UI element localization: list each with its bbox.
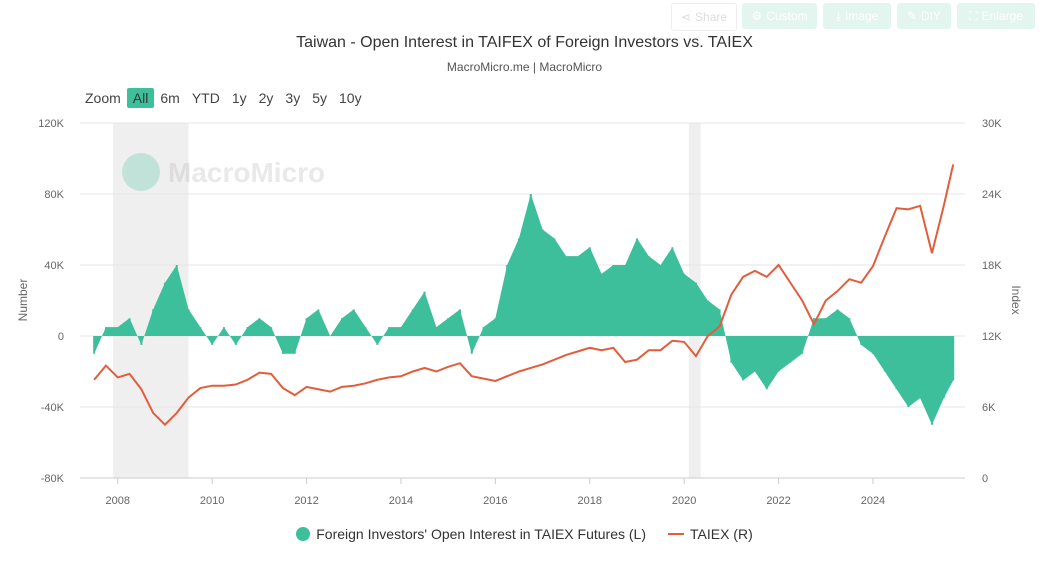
- share-icon: ⋖: [680, 10, 692, 24]
- y-tick-right: 0: [982, 473, 988, 485]
- legend-label: TAIEX (R): [690, 526, 753, 542]
- y-tick-right: 18K: [982, 260, 1002, 272]
- x-tick-label: 2010: [200, 495, 224, 507]
- chart-title: Taiwan - Open Interest in TAIFEX of Fore…: [296, 34, 753, 51]
- y-tick-right: 24K: [982, 189, 1002, 201]
- custom-button[interactable]: ⚙ Custom: [742, 3, 817, 29]
- zoom-label: Zoom: [85, 90, 121, 106]
- zoom-ytd-button[interactable]: YTD: [191, 90, 220, 106]
- zoom-all-button[interactable]: All: [126, 88, 155, 108]
- zoom-2y-button[interactable]: 2y: [258, 90, 274, 106]
- y-tick-left: 0: [58, 331, 64, 343]
- image-button[interactable]: ⤓ Image: [823, 3, 891, 29]
- image-label: Image: [844, 9, 879, 23]
- x-tick-label: 2014: [389, 495, 413, 507]
- zoom-5y-button[interactable]: 5y: [312, 90, 327, 106]
- expand-icon: ⛶: [969, 8, 978, 23]
- x-tick-label: 2024: [861, 495, 885, 507]
- zoom-selector: Zoom All 6m YTD 1y 2y 3y 5y 10y: [79, 88, 368, 108]
- gear-icon: ⚙: [751, 9, 763, 23]
- taiex-line-series: [93, 164, 955, 427]
- watermark-text: MacroMicro: [168, 157, 325, 188]
- legend-dot-icon: [296, 527, 311, 541]
- chart-subtitle: MacroMicro.me | MacroMicro: [446, 60, 603, 74]
- plot-area: MacroMicro -80K 0 -40K 6K 0 12K 40K 18K 80K 24K 12…: [16, 118, 1023, 507]
- y-tick-left: 80K: [44, 189, 64, 201]
- pencil-icon: ✎: [906, 9, 918, 23]
- zoom-6m-button[interactable]: 6m: [160, 90, 180, 106]
- x-tick-label: 2022: [766, 495, 790, 507]
- share-label: Share: [695, 10, 728, 24]
- watermark-logo-icon: [122, 153, 160, 191]
- diy-button[interactable]: ✎ DIY: [897, 3, 951, 29]
- zoom-10y-button[interactable]: 10y: [339, 90, 362, 106]
- y-tick-left: -80K: [41, 473, 65, 485]
- enlarge-button[interactable]: ⛶ Enlarge: [957, 3, 1035, 29]
- oi-area-series: [94, 194, 954, 425]
- x-tick-label: 2018: [578, 495, 602, 507]
- legend: Foreign Investors' Open Interest in TAIE…: [0, 526, 1049, 542]
- download-icon: ⤓: [835, 8, 841, 23]
- legend-item-oi[interactable]: Foreign Investors' Open Interest in TAIE…: [296, 526, 646, 542]
- enlarge-label: Enlarge: [981, 9, 1023, 23]
- legend-line-icon: [668, 533, 684, 535]
- x-tick-label: 2016: [483, 495, 507, 507]
- y-axis-left-label: Number: [16, 279, 30, 322]
- y-tick-right: 12K: [982, 331, 1002, 343]
- x-tick-label: 2012: [294, 495, 318, 507]
- y-tick-left: -40K: [41, 402, 65, 414]
- legend-item-taiex[interactable]: TAIEX (R): [668, 526, 753, 542]
- x-tick-label: 2020: [672, 495, 696, 507]
- x-tick-label: 2008: [106, 495, 130, 507]
- share-button[interactable]: ⋖ Share: [671, 3, 737, 31]
- legend-label: Foreign Investors' Open Interest in TAIE…: [316, 526, 646, 542]
- y-axis-right-label: Index: [1009, 285, 1023, 314]
- custom-label: Custom: [766, 9, 808, 23]
- y-tick-right: 30K: [982, 118, 1002, 130]
- zoom-1y-button[interactable]: 1y: [231, 90, 247, 106]
- y-tick-left: 40K: [44, 260, 64, 272]
- diy-label: DIY: [921, 9, 942, 23]
- watermark: MacroMicro: [122, 153, 325, 191]
- zoom-3y-button[interactable]: 3y: [285, 90, 301, 106]
- y-tick-right: 6K: [982, 402, 996, 414]
- y-tick-left: 120K: [38, 118, 64, 130]
